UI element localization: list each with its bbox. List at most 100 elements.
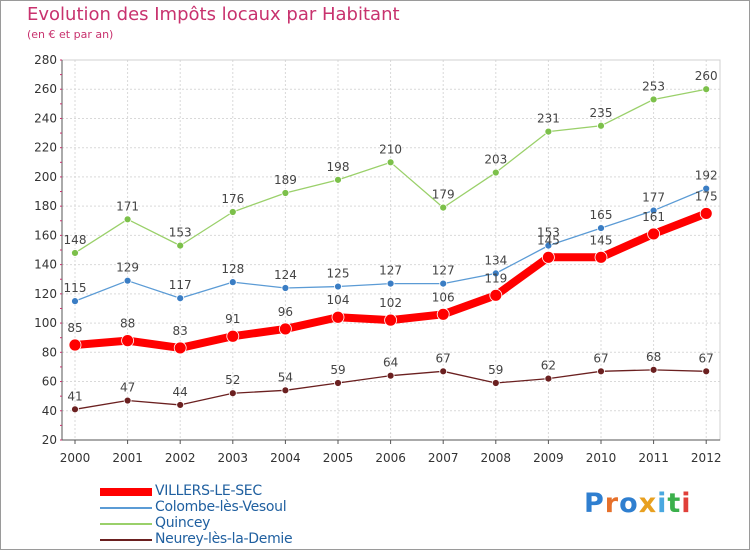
brand-letter: i [657,488,668,519]
data-label: 119 [484,271,507,285]
brand-logo: Proxiti [584,488,692,519]
data-label: 83 [173,324,188,338]
brand-letter: P [584,488,605,519]
data-label: 145 [537,233,560,247]
data-point [702,367,711,376]
data-label: 68 [646,350,661,364]
data-label: 145 [590,233,613,247]
data-label: 189 [274,173,297,187]
data-label: 175 [695,189,718,203]
x-tick-label: 2009 [533,451,564,465]
x-tick-label: 2003 [218,451,249,465]
y-tick-label: 180 [34,199,57,213]
data-label: 54 [278,370,293,384]
data-label: 91 [225,312,240,326]
y-tick-label: 240 [34,111,57,125]
legend-swatch [100,539,152,541]
data-point [594,250,608,264]
data-point [176,401,185,409]
data-point [702,85,711,94]
data-point [597,367,605,376]
data-point [68,338,82,352]
data-point [228,208,237,216]
data-point [647,227,660,241]
data-label: 115 [64,281,87,295]
legend-label: Colombe-lès-Vesoul [155,499,287,515]
legend-swatch [100,507,152,509]
y-tick-label: 60 [42,375,57,389]
data-point [597,121,605,130]
x-tick-label: 2010 [586,451,617,465]
data-label: 117 [169,278,192,292]
data-label: 47 [120,381,135,395]
data-label: 203 [484,153,507,167]
y-tick-label: 260 [34,82,57,96]
data-point [386,158,395,167]
data-point [699,207,713,220]
data-point [702,184,711,193]
data-label: 153 [169,226,192,240]
data-label: 210 [379,142,402,156]
data-label: 129 [116,261,139,275]
y-tick-label: 220 [34,141,57,155]
data-label: 67 [436,351,451,365]
data-point [491,269,500,278]
data-point [544,374,553,383]
data-point [334,282,342,291]
data-point [228,389,237,398]
x-tick-label: 2004 [270,451,301,465]
y-tick-label: 40 [42,404,57,418]
data-point [278,322,292,336]
data-point [649,365,658,374]
brand-letter: i [681,488,692,519]
data-point [176,294,185,303]
data-point [436,307,450,321]
data-point [439,203,448,212]
legend-label: VILLERS-LE-SEC [155,483,262,499]
data-label: 124 [274,268,297,282]
data-point [386,371,395,380]
data-label: 85 [67,321,82,335]
data-point [439,279,448,288]
data-label: 253 [642,79,665,93]
legend-swatch [100,523,152,525]
legend-label: Neurey-lès-la-Demie [155,531,293,547]
data-label: 62 [541,359,556,373]
data-point [173,341,187,355]
y-tick-label: 20 [42,433,57,447]
y-tick-label: 80 [42,345,57,359]
data-point [439,367,448,376]
data-label: 67 [593,351,608,365]
data-label: 59 [488,363,503,377]
data-label: 231 [537,112,560,126]
data-point [491,168,500,177]
data-label: 134 [484,253,507,267]
chart-subtitle: (en € et par an) [27,28,114,41]
data-label: 198 [327,160,350,174]
data-label: 179 [432,188,455,202]
data-label: 260 [695,69,718,83]
data-label: 171 [116,199,139,213]
data-label: 102 [379,296,402,310]
data-label: 96 [278,305,293,319]
brand-letter: t [667,488,682,519]
data-point [386,279,395,288]
data-point [71,297,79,306]
data-point [123,276,132,285]
data-label: 59 [330,363,345,377]
data-point [281,284,290,292]
data-point [123,396,132,405]
data-point [491,379,500,387]
data-point [649,95,658,104]
x-tick-label: 2005 [323,451,354,465]
data-label: 165 [590,208,613,222]
data-point [228,278,237,287]
data-point [542,250,555,264]
data-point [649,206,658,215]
y-tick-label: 200 [34,170,57,184]
data-point [281,386,290,395]
data-label: 192 [695,169,718,183]
brand-letter: x [638,488,658,519]
data-point [176,241,185,250]
